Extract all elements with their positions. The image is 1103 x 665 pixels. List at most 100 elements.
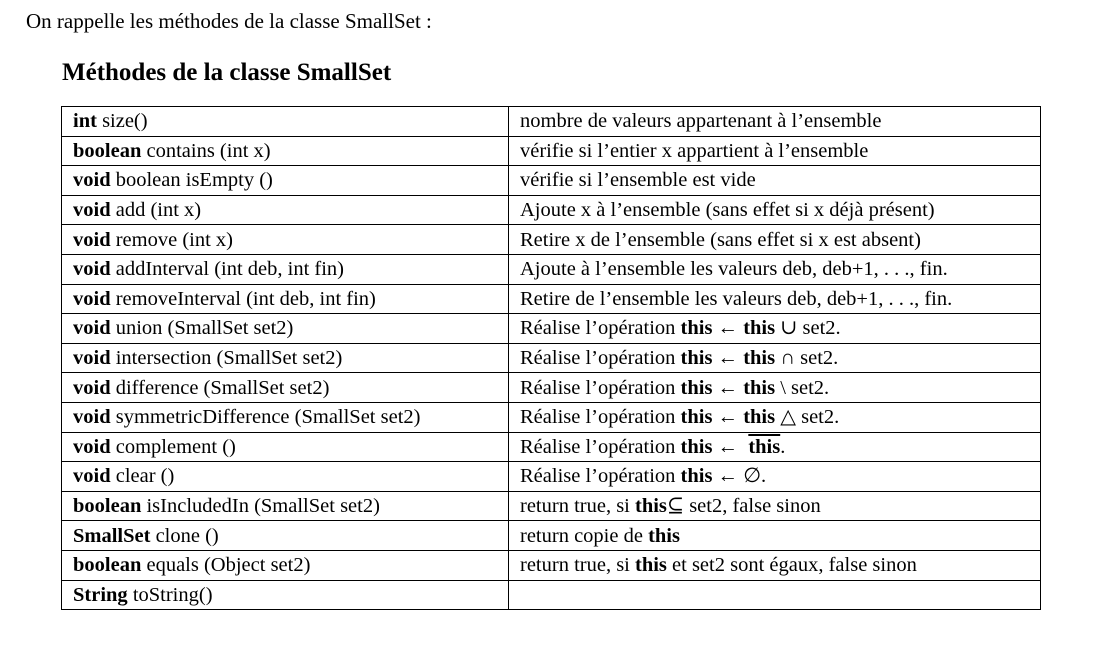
keyword-this: this <box>680 376 713 399</box>
method-description-cell: Réalise l’opération this ← this ∪ set2. <box>508 313 1041 344</box>
return-type: SmallSet <box>73 524 151 547</box>
return-type: void <box>73 347 111 370</box>
section-heading: Méthodes de la classe SmallSet <box>62 59 392 86</box>
description-text: ∪ set2. <box>775 317 841 340</box>
keyword-this: this <box>743 347 776 370</box>
description-text: ∩ set2. <box>775 347 839 370</box>
keyword-this: this <box>743 317 776 340</box>
method-description-cell: Réalise l’opération this ← this. <box>508 431 1041 463</box>
description-text: ← <box>712 435 749 458</box>
description-text: Réalise l’opération <box>520 317 681 340</box>
method-signature-cell: void clear () <box>61 461 509 492</box>
keyword-this: this <box>680 406 713 429</box>
description-text: . <box>780 435 786 458</box>
method-description-cell: Ajoute x à l’ensemble (sans effet si x d… <box>508 194 1041 226</box>
description-text: return copie de <box>520 524 649 547</box>
method-name: difference (SmallSet set2) <box>110 376 330 399</box>
return-type: void <box>73 376 111 399</box>
description-text: ⊆ set2, false sinon <box>666 495 821 518</box>
method-signature-cell: boolean equals (Object set2) <box>61 549 509 581</box>
method-description-cell: return true, si this⊆ set2, false sinon <box>508 490 1041 522</box>
keyword-this: this <box>680 435 713 458</box>
description-text: vérifie si l’ensemble est vide <box>520 169 756 192</box>
table-row: void difference (SmallSet set2) Réalise l… <box>61 372 1041 403</box>
table-row: void remove (int x) Retire x de l’ensembl… <box>61 224 1041 255</box>
description-text: \ set2. <box>775 376 830 399</box>
return-type: void <box>73 169 111 192</box>
method-name: toString() <box>127 583 213 606</box>
table-row: void add (int x) Ajoute x à l’ensemble (s… <box>61 194 1041 226</box>
table-row: void complement () Réalise l’opération th… <box>61 431 1041 463</box>
description-text: Réalise l’opération <box>520 376 681 399</box>
return-type: void <box>73 465 111 488</box>
table-row: boolean isIncludedIn (SmallSet set2) retu… <box>61 490 1041 522</box>
method-signature-cell: void intersection (SmallSet set2) <box>61 342 509 374</box>
description-text: nombre de valeurs appartenant à l’ensemb… <box>520 110 882 133</box>
method-name: removeInterval (int deb, int fin) <box>110 287 376 310</box>
description-text: △ set2. <box>775 406 840 429</box>
methods-table-body: int size() nombre de valeurs appartenant … <box>61 106 1041 611</box>
table-row: String toString() <box>61 579 1041 611</box>
method-signature-cell: void add (int x) <box>61 194 509 226</box>
table-row: void intersection (SmallSet set2) Réalise… <box>61 342 1041 374</box>
table-row: void removeInterval (int deb, int fin) Re… <box>61 283 1041 315</box>
description-text: Réalise l’opération <box>520 347 681 370</box>
return-type: void <box>73 228 111 251</box>
table-row: void boolean isEmpty () vérifie si l’ense… <box>61 165 1041 196</box>
method-signature-cell: String toString() <box>61 579 509 611</box>
keyword-this: this <box>680 465 713 488</box>
return-type: void <box>73 199 111 222</box>
intro-text: On rappelle les méthodes de la classe Sm… <box>26 9 432 33</box>
method-description-cell: return true, si this et set2 sont égaux,… <box>508 549 1041 581</box>
method-description-cell: return copie de this <box>508 520 1041 551</box>
method-name: contains (int x) <box>141 139 271 162</box>
table-row: void symmetricDifference (SmallSet set2)… <box>61 401 1041 433</box>
description-text: return true, si <box>520 554 635 577</box>
description-text: ← <box>712 376 744 399</box>
return-type: String <box>73 583 128 606</box>
method-name: add (int x) <box>110 199 202 222</box>
method-signature-cell: void addInterval (int deb, int fin) <box>61 253 509 285</box>
description-text: vérifie si l’entier x appartient à l’ens… <box>520 139 869 162</box>
method-description-cell: Réalise l’opération this ← this ∩ set2. <box>508 342 1041 374</box>
method-signature-cell: SmallSet clone () <box>61 520 509 551</box>
method-name: intersection (SmallSet set2) <box>110 347 343 370</box>
description-text: Réalise l’opération <box>520 465 681 488</box>
methods-table: int size() nombre de valeurs appartenant … <box>61 106 1041 611</box>
table-row: void clear () Réalise l’opération this ← … <box>61 461 1041 492</box>
method-description-cell: vérifie si l’ensemble est vide <box>508 165 1041 196</box>
method-description-cell: Réalise l’opération this ← ∅. <box>508 461 1041 492</box>
method-name: symmetricDifference (SmallSet set2) <box>110 406 421 429</box>
table-row: SmallSet clone () return copie de this <box>61 520 1041 551</box>
description-text: Réalise l’opération <box>520 406 681 429</box>
method-name: clone () <box>150 524 219 547</box>
method-description-cell: Ajoute à l’ensemble les valeurs deb, deb… <box>508 253 1041 285</box>
return-type: void <box>73 287 111 310</box>
keyword-this: this <box>635 495 667 518</box>
return-type: boolean <box>73 139 142 162</box>
return-type: int <box>73 110 97 133</box>
method-signature-cell: void complement () <box>61 431 509 463</box>
method-signature-cell: boolean isIncludedIn (SmallSet set2) <box>61 490 509 522</box>
method-name: isIncludedIn (SmallSet set2) <box>141 495 380 518</box>
table-row: int size() nombre de valeurs appartenant … <box>61 106 1041 137</box>
method-name: addInterval (int deb, int fin) <box>110 258 345 281</box>
method-name: equals (Object set2) <box>141 554 311 577</box>
method-name: size() <box>96 110 148 133</box>
return-type: void <box>73 406 111 429</box>
return-type: void <box>73 317 111 340</box>
description-text: ← <box>712 317 744 340</box>
method-description-cell: Réalise l’opération this ← this \ set2. <box>508 372 1041 403</box>
keyword-this: this <box>748 435 781 458</box>
table-row: boolean equals (Object set2) return true,… <box>61 549 1041 581</box>
method-signature-cell: int size() <box>61 106 509 137</box>
table-row: void addInterval (int deb, int fin) Ajout… <box>61 253 1041 285</box>
description-text: Réalise l’opération <box>520 435 681 458</box>
table-row: boolean contains (int x) vérifie si l’ent… <box>61 135 1041 167</box>
description-text: et set2 sont égaux, false sinon <box>666 554 917 577</box>
description-text: Retire x de l’ensemble (sans effet si x … <box>520 228 921 251</box>
method-description-cell: Réalise l’opération this ← this △ set2. <box>508 401 1041 433</box>
table-row: void union (SmallSet set2) Réalise l’opér… <box>61 313 1041 344</box>
description-text: return true, si <box>520 495 635 518</box>
description-text: ← <box>712 406 744 429</box>
